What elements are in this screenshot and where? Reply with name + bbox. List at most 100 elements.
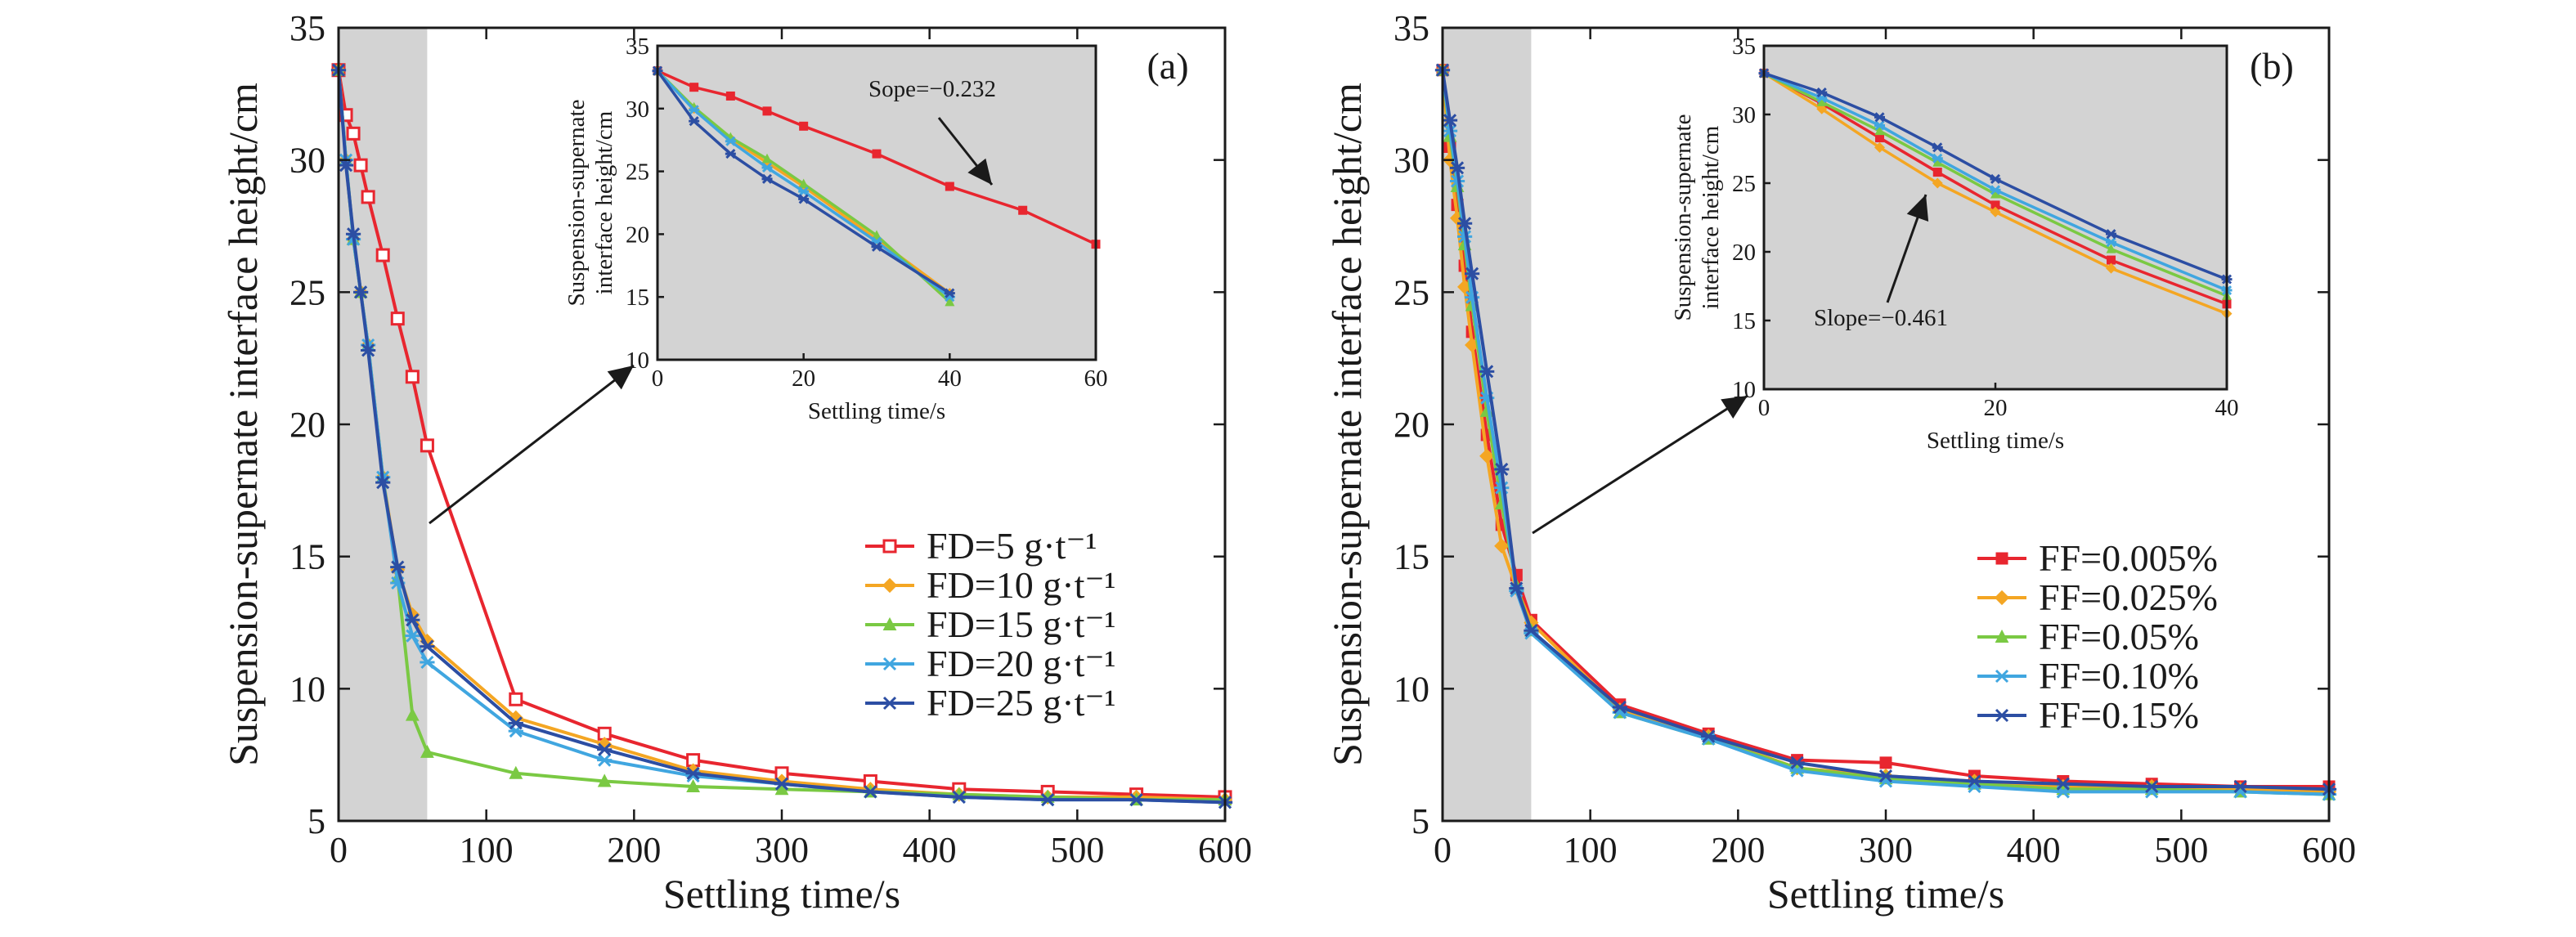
inset-y-axis-label: interface height/cm <box>1698 125 1724 309</box>
inset-data-point <box>2106 229 2116 240</box>
data-point <box>338 159 354 173</box>
y-tick-label: 10 <box>1393 669 1429 709</box>
data-point <box>405 370 420 384</box>
inset-data-point <box>1932 142 1943 153</box>
inset-y-axis-label: Suspension-supernate <box>563 100 590 307</box>
inset-x-tick-label: 40 <box>938 365 962 392</box>
x-tick-label: 600 <box>1198 830 1252 870</box>
inset-data-point <box>762 153 772 164</box>
panel-a: 0 100 200 300 400 500 6005101520253035Settling… <box>220 8 1252 917</box>
data-point <box>597 773 612 787</box>
data-point <box>597 742 613 756</box>
data-point <box>597 737 613 752</box>
inset-y-tick-label: 25 <box>1732 171 1756 197</box>
inset-data-point <box>1874 125 1885 136</box>
data-point <box>774 782 789 796</box>
legend-item-4: FD=20 g·t⁻¹ <box>865 643 1115 684</box>
inset-x-tick-label: 20 <box>1984 395 2008 421</box>
data-point <box>2144 779 2160 794</box>
legend-label: FF=0.005% <box>2039 537 2218 579</box>
data-point <box>1879 756 1892 769</box>
series-line <box>337 69 1226 805</box>
legend-label: FF=0.025% <box>2039 576 2218 618</box>
inset-data-point <box>1874 112 1885 123</box>
data-point <box>597 753 613 767</box>
data-point <box>509 692 523 706</box>
inset-data-point <box>798 186 810 197</box>
inset-x-tick-label: 40 <box>2215 395 2239 421</box>
inset-data-point <box>2106 244 2116 253</box>
legend-label: FF=0.05% <box>2039 616 2199 657</box>
inset-x-tick-label: 0 <box>1758 395 1770 421</box>
x-tick-label: 500 <box>2154 830 2208 870</box>
inset-series-4 <box>652 65 955 303</box>
slope-annotation: Sope=−0.232 <box>868 76 996 102</box>
legend-label: FD=25 g·t⁻¹ <box>927 682 1115 724</box>
inset-background <box>1764 46 2227 389</box>
data-point <box>361 190 375 204</box>
y-tick-label: 5 <box>1411 801 1429 841</box>
data-point <box>686 778 700 792</box>
data-point <box>1701 729 1717 743</box>
inset-series-5 <box>1758 68 2233 285</box>
data-point <box>1457 217 1473 231</box>
inset-data-point <box>798 194 810 204</box>
shaded-region <box>339 28 428 821</box>
y-tick-label: 20 <box>289 405 325 445</box>
data-point <box>405 629 420 643</box>
inset-y-tick-label: 30 <box>1732 102 1756 128</box>
inset-data-point <box>1932 153 1943 164</box>
data-point <box>1449 161 1465 175</box>
inset-data-point <box>761 162 773 173</box>
legend-marker <box>1994 669 2010 684</box>
y-tick-label: 25 <box>1393 272 1429 312</box>
data-point <box>390 312 405 326</box>
series-line <box>1441 69 2329 788</box>
x-tick-label: 600 <box>2302 830 2356 870</box>
inset-data-point <box>798 178 809 188</box>
data-point <box>375 248 390 262</box>
x-tick-label: 300 <box>755 830 809 870</box>
inset-data-point <box>945 182 954 191</box>
data-point <box>1509 581 1524 595</box>
legend-label: FD=20 g·t⁻¹ <box>927 643 1115 684</box>
legend-label: FD=10 g·t⁻¹ <box>927 564 1115 606</box>
data-point <box>420 438 434 453</box>
data-point <box>1129 793 1144 807</box>
data-point <box>1524 624 1539 638</box>
inset-data-point <box>1932 177 1943 189</box>
data-point <box>353 158 368 173</box>
x-tick-label: 0 <box>330 830 348 870</box>
legend-marker <box>882 696 898 711</box>
zoom-arrow-line <box>1532 394 1748 535</box>
inset-data-point <box>689 83 699 92</box>
inset-y-tick-label: 25 <box>626 159 649 186</box>
inset-data-point <box>1816 96 1827 106</box>
inset-data-point <box>1932 168 1942 177</box>
inset-data-point <box>872 149 882 159</box>
inset-data-point <box>1990 173 2001 185</box>
data-point <box>1442 114 1458 128</box>
legend-label: FF=0.10% <box>2039 655 2199 697</box>
y-tick-label: 15 <box>289 537 325 577</box>
inset-data-point <box>1990 185 2001 195</box>
legend-marker <box>882 539 897 554</box>
inset-data-point <box>1990 188 2000 199</box>
inset-data-point <box>1816 103 1828 114</box>
legend-item-5: FD=25 g·t⁻¹ <box>865 682 1115 724</box>
inset-y-tick-label: 20 <box>1732 240 1756 266</box>
inset-data-point <box>725 136 736 146</box>
data-point <box>375 476 391 490</box>
inset-data-point <box>761 173 773 184</box>
y-tick-label: 15 <box>1393 537 1429 577</box>
x-tick-label: 100 <box>1564 830 1618 870</box>
series-line <box>1441 69 2330 796</box>
inset-data-point <box>944 288 955 298</box>
inset-y-tick-label: 35 <box>626 34 649 60</box>
data-point <box>405 707 420 721</box>
data-point <box>1040 793 1056 807</box>
inset-x-tick-label: 20 <box>792 365 815 392</box>
data-point <box>420 634 435 649</box>
annotation-arrow-head <box>967 158 992 185</box>
